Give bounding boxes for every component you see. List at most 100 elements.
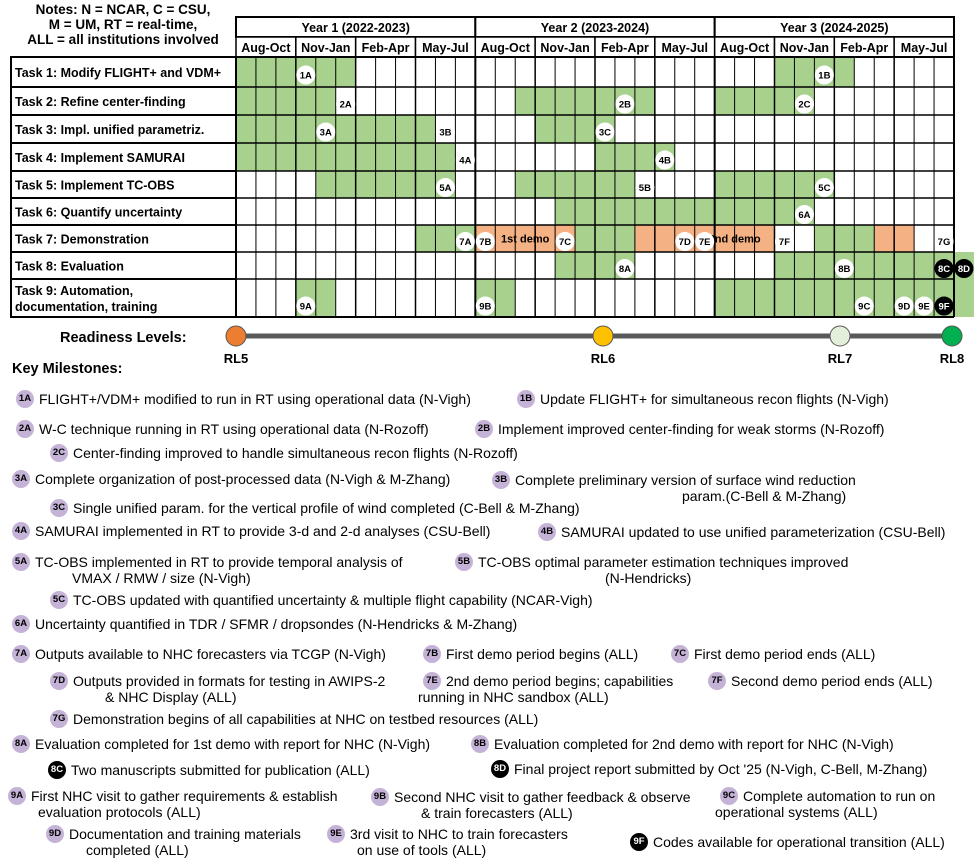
milestone-marker-label: 9B: [479, 302, 491, 313]
year-header-label: Year 3 (2024-2025): [780, 21, 888, 35]
task-bar-green: [315, 171, 456, 198]
task-bar-green: [555, 198, 815, 225]
milestone-text-continued: VMAX / RMW / size (N-Vigh): [72, 570, 251, 586]
milestone-marker-label: 7D: [679, 237, 691, 248]
milestone-text: 3rd visit to NHC to train forecasters: [350, 826, 568, 842]
quarter-header-label: May-Jul: [422, 41, 469, 55]
readiness-label: Readiness Levels:: [60, 330, 187, 346]
milestone-marker: [894, 296, 914, 316]
milestone-text: TC-OBS implemented in RT to provide temp…: [35, 554, 403, 570]
notes-legend: Notes: N = NCAR, C = CSU, M = UM, RT = r…: [10, 2, 236, 47]
task-label: Task 3: Impl. unified parametriz.: [15, 123, 204, 137]
milestone-text: Codes available for operational transiti…: [653, 834, 945, 850]
milestone-marker: [814, 178, 834, 197]
milestone-marker-label: 1B: [818, 71, 830, 82]
milestone-badge: 5A: [12, 553, 30, 571]
milestone-marker: [934, 259, 954, 278]
milestone-text: FLIGHT+/VDM+ modified to run in RT using…: [39, 391, 471, 407]
milestone-marker-label: 5B: [639, 183, 651, 194]
milestone-marker: [934, 296, 954, 316]
milestone-badge: 9F: [630, 833, 648, 851]
milestone-text: Complete automation to run on: [743, 788, 936, 804]
milestone-badge: 9A: [8, 787, 26, 805]
milestone-text: First demo period ends (ALL): [694, 646, 876, 662]
milestone-marker-label: 9D: [898, 302, 910, 313]
milestone-text: Evaluation completed for 2nd demo with r…: [494, 736, 894, 752]
notes-line-2: M = UM, RT = real-time,: [48, 17, 198, 32]
milestone-marker: [695, 232, 715, 251]
milestone-text: Two manuscripts submitted for publicatio…: [71, 762, 370, 778]
milestone-badge: 1B: [517, 390, 535, 408]
milestone-badge: 3A: [12, 470, 30, 488]
readiness-level-label: RL7: [828, 351, 853, 366]
milestone-text: Center-finding improved to handle simult…: [73, 445, 518, 461]
notes-line-1: Notes: N = NCAR, C = CSU,: [35, 2, 211, 17]
milestone-text-continued: running in NHC sandbox (ALL): [418, 689, 609, 705]
milestone-marker: [615, 259, 635, 278]
task-label: Task 4: Implement SAMURAI: [15, 151, 185, 165]
milestone-marker: [455, 150, 475, 170]
milestone-marker-label: 3C: [599, 128, 611, 139]
quarter-header-label: Nov-Jan: [540, 41, 589, 55]
milestone-marker-label: 8A: [619, 264, 631, 275]
milestone-text-continued: operational systems (ALL): [715, 804, 878, 820]
milestone-marker: [794, 94, 814, 114]
task-bar-green: [236, 87, 336, 115]
task-bar-green: [575, 225, 635, 252]
milestone-text-continued: on use of tools (ALL): [357, 842, 487, 858]
milestone-text: TC-OBS updated with quantified uncertain…: [73, 592, 593, 608]
milestone-text: Demonstration begins of all capabilities…: [73, 711, 539, 727]
quarter-header-label: Aug-Oct: [481, 41, 531, 55]
milestone-marker: [794, 205, 814, 224]
milestone-marker-label: 4B: [659, 156, 671, 167]
milestone-badge: 9C: [720, 787, 738, 805]
year-header-label: Year 1 (2022-2023): [301, 21, 409, 35]
milestone-marker: [655, 150, 675, 170]
milestone-marker-label: 8B: [838, 264, 850, 275]
milestone-marker-label: 7F: [779, 237, 790, 248]
milestone-marker-label: 1A: [300, 71, 312, 82]
milestone-marker: [615, 94, 635, 114]
milestone-text: Second demo period ends (ALL): [731, 673, 933, 689]
quarter-header-label: Aug-Oct: [241, 41, 291, 55]
milestone-badge: 9B: [371, 788, 389, 806]
milestone-marker: [954, 259, 974, 278]
milestone-marker: [774, 232, 794, 251]
milestone-marker: [914, 296, 934, 316]
milestone-marker-label: 6A: [798, 210, 810, 221]
year-header-label: Year 2 (2023-2024): [541, 21, 649, 35]
milestone-marker-label: 2B: [619, 100, 631, 111]
milestone-marker-label: 9C: [858, 302, 870, 313]
milestone-marker-label: 5A: [439, 183, 451, 194]
milestone-marker: [455, 232, 475, 251]
milestone-badge: 7F: [708, 672, 726, 690]
milestone-text: Uncertainty quantified in TDR / SFMR / d…: [35, 616, 518, 632]
milestone-marker-label: 4A: [459, 156, 471, 167]
milestone-marker: [595, 122, 615, 142]
milestone-badge: 7D: [50, 672, 68, 690]
milestone-badge: 9D: [46, 825, 64, 843]
milestone-marker-label: 5C: [818, 183, 830, 194]
milestone-marker: [435, 122, 455, 142]
milestone-badge: 6A: [12, 615, 30, 633]
quarter-header-label: Nov-Jan: [780, 41, 829, 55]
notes-line-3: ALL = all institutions involved: [27, 32, 219, 47]
milestone-marker-label: 9A: [300, 302, 312, 313]
milestone-marker: [675, 232, 695, 251]
milestone-badge: 7A: [12, 645, 30, 663]
task-label: Task 6: Quantify uncertainty: [15, 206, 182, 220]
milestone-badge: 5B: [455, 553, 473, 571]
task-label: documentation, training: [15, 300, 157, 314]
readiness-level-label: RL8: [940, 351, 965, 366]
readiness-level-dot: [225, 325, 247, 347]
milestone-badge: 7E: [423, 672, 441, 690]
milestone-marker: [316, 122, 336, 142]
milestone-text: Outputs provided in formats for testing …: [73, 673, 386, 689]
task-bar-green: [714, 279, 974, 317]
milestone-text: First demo period begins (ALL): [446, 646, 639, 662]
milestone-marker-label: 3B: [439, 128, 451, 139]
milestone-marker-label: 2C: [798, 100, 810, 111]
milestone-text-continued: evaluation protocols (ALL): [38, 804, 201, 820]
milestone-text-continued: & train forecasters (ALL): [421, 805, 573, 821]
milestone-marker-label: 8C: [938, 264, 950, 275]
